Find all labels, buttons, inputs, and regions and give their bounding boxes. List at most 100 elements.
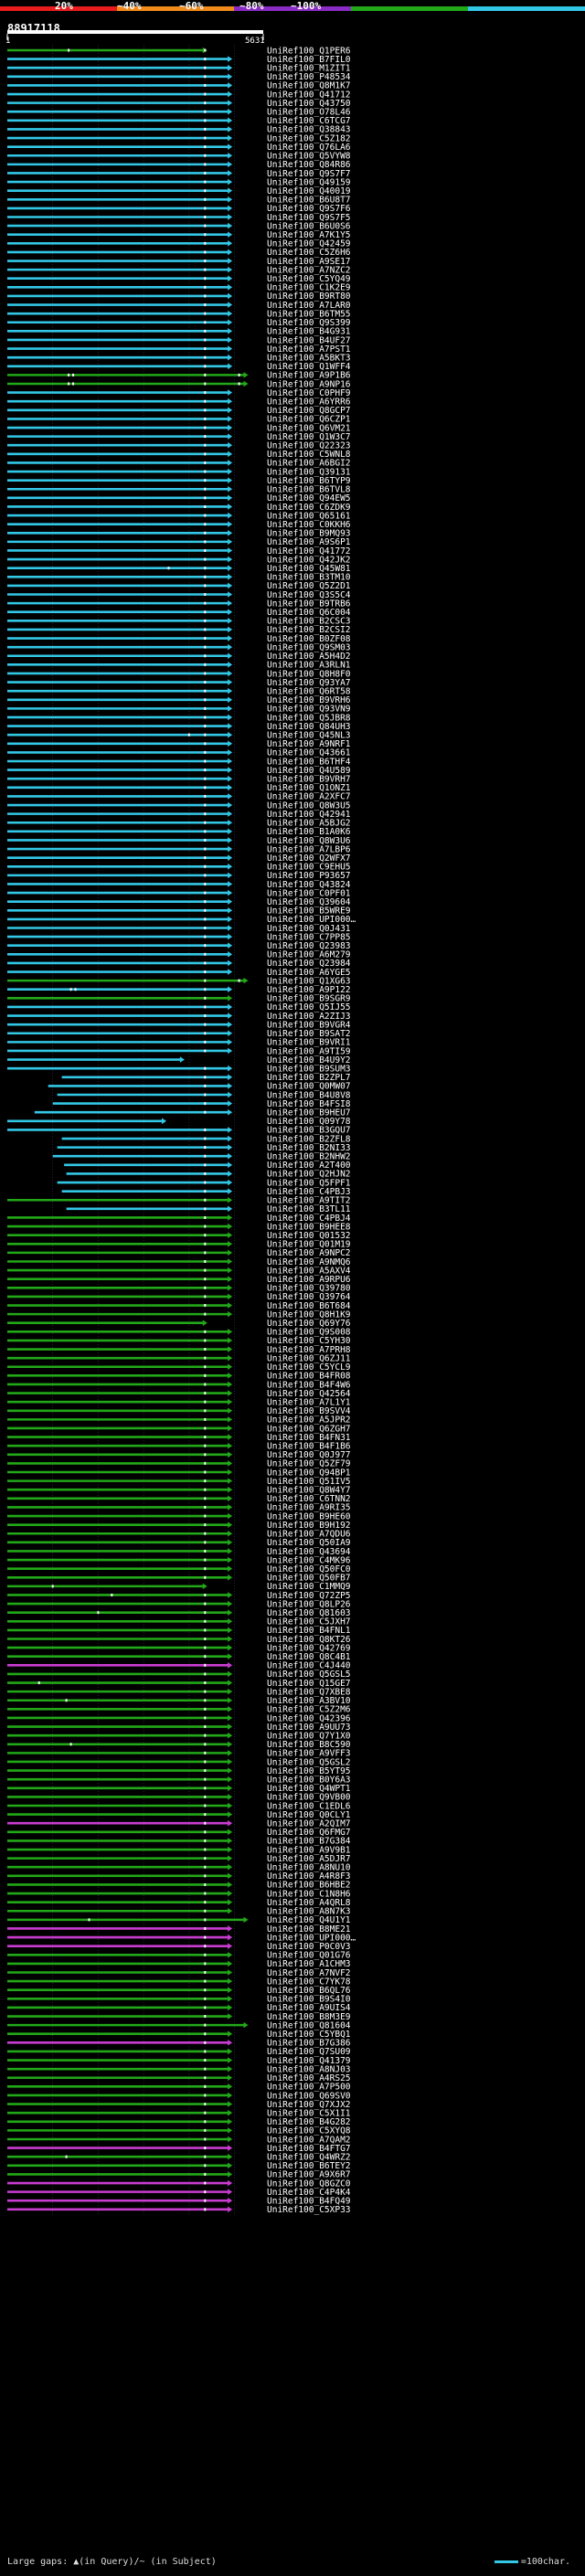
hit-label: UniRef100_A7PRH8: [267, 1345, 351, 1355]
hit-row: UniRef100_A3BV10: [7, 1696, 351, 1706]
hit-gap-marker: [204, 1076, 207, 1079]
hit-gap-marker: [204, 1356, 207, 1360]
hit-arrow: [228, 1882, 233, 1888]
hit-row: UniRef100_Q8W3U6: [7, 836, 351, 846]
hit-arrow: [228, 345, 233, 352]
hit-label: UniRef100_A7P500: [267, 2083, 351, 2093]
hit-gap-marker: [204, 1304, 207, 1308]
hit-arrow: [228, 1512, 233, 1520]
hit-label: UniRef100_C1K2E9: [267, 283, 351, 293]
hit-gap-marker: [204, 233, 207, 237]
hit-label: UniRef100_B9VGR4: [267, 1020, 351, 1030]
hit-label: UniRef100_A1CHM3: [267, 1959, 351, 1969]
hit-row: UniRef100_Q7Y1X0: [7, 1731, 351, 1741]
hit-arrow: [228, 1161, 233, 1169]
hit-row: UniRef100_Q42396: [7, 1713, 351, 1723]
hit-arrow: [228, 512, 233, 519]
hit-arrow: [228, 1329, 233, 1335]
hit-label: UniRef100_Q50FB7: [267, 1574, 351, 1584]
hit-row: UniRef100_C5YH30: [7, 1336, 351, 1346]
hit-arrow: [228, 2206, 233, 2213]
hit-label: UniRef100_A2ZIJ3: [267, 1012, 351, 1022]
hit-arrow: [228, 1996, 233, 2002]
hit-row: UniRef100_A6YGE5: [7, 968, 351, 978]
hit-gap-marker: [204, 171, 207, 175]
hit-row: UniRef100_A9NPC2: [7, 1248, 351, 1258]
hit-row: UniRef100_P0C0V3: [7, 1942, 351, 1952]
hit-gap-marker: [204, 487, 207, 491]
hit-gap-marker: [204, 681, 207, 684]
hit-label: UniRef100_Q94EW5: [267, 493, 351, 504]
hit-label: UniRef100_Q9SM03: [267, 642, 351, 652]
hit-gap-marker: [167, 567, 170, 570]
hit-arrow: [228, 1091, 233, 1098]
hit-label: UniRef100_Q8W4Y7: [267, 1486, 351, 1496]
hit-label: UniRef100_C4J440: [267, 1661, 351, 1671]
hit-gap-marker: [204, 2111, 207, 2115]
hit-label: UniRef100_B4FQ49: [267, 2197, 351, 2207]
scale-label-20: 20%: [55, 0, 73, 12]
hit-gap-marker: [204, 1146, 207, 1150]
hit-row: UniRef100_Q50IA9: [7, 1538, 351, 1548]
scale-legend: =100char.: [494, 2557, 570, 2567]
hit-arrow: [228, 134, 233, 142]
hit-arrow: [228, 758, 233, 765]
hit-row: UniRef100_B9MQ93: [7, 529, 351, 539]
hit-gap-marker: [204, 750, 207, 754]
hit-label: UniRef100_A3RLN1: [267, 661, 351, 671]
hit-arrow: [243, 1916, 249, 1924]
hit-gap-marker: [204, 75, 207, 79]
hit-label: UniRef100_Q5IJ55: [267, 1002, 351, 1012]
hit-row: UniRef100_C6ZDK9: [7, 503, 351, 513]
hit-gap-marker: [204, 1014, 207, 1018]
hit-arrow: [228, 898, 233, 905]
hit-gap-marker: [204, 408, 207, 412]
hit-label: UniRef100_Q7SU09: [267, 2047, 351, 2057]
hit-gap-marker: [204, 1392, 207, 1395]
hit-arrow: [228, 1065, 233, 1072]
hit-label: UniRef100_Q4U1Y1: [267, 1915, 351, 1925]
hit-label: UniRef100_Q22323: [267, 441, 351, 451]
hit-gap-marker: [238, 382, 240, 386]
hit-gap-marker: [204, 1470, 207, 1474]
hit-arrow: [228, 2101, 233, 2107]
hit-row: UniRef100_Q01G76: [7, 1951, 351, 1961]
hit-label: UniRef100_C6ZDK9: [267, 503, 351, 513]
hit-gap-marker: [204, 601, 207, 605]
hit-row: UniRef100_B2CSC3: [7, 617, 351, 627]
hit-gap-marker: [204, 1277, 207, 1281]
hit-gap-marker: [204, 127, 207, 131]
hit-label: UniRef100_A7NVF2: [267, 1968, 351, 1978]
hit-row: UniRef100_Q94BP1: [7, 1468, 351, 1478]
hit-arrow: [228, 100, 233, 106]
hit-label: UniRef100_B2CSC3: [267, 617, 351, 627]
hit-row: UniRef100_A9NP16: [7, 379, 351, 389]
hit-arrow: [228, 2145, 233, 2151]
hit-arrow: [228, 652, 233, 660]
hit-row: UniRef100_Q72ZP5: [7, 1591, 351, 1601]
hit-row: UniRef100_B3GQU7: [7, 1126, 351, 1136]
hit-gap-marker: [204, 1409, 207, 1413]
hit-gap-marker: [204, 1655, 207, 1659]
hit-label: UniRef100_A2QIM7: [267, 1819, 351, 1829]
hit-row: UniRef100_Q5ZF79: [7, 1459, 351, 1469]
hit-label: UniRef100_A5BJG2: [267, 819, 351, 829]
hit-label: UniRef100_Q72ZP5: [267, 1591, 351, 1601]
hit-row: UniRef100_A9NRF1: [7, 739, 351, 749]
hit-label: UniRef100_Q7Y1X0: [267, 1731, 351, 1741]
hit-gap-marker: [204, 1839, 207, 1842]
hit-label: UniRef100_Q45W81: [267, 564, 351, 574]
hit-gap-marker: [204, 1638, 207, 1641]
hit-arrow: [228, 889, 233, 896]
hit-label: UniRef100_B4FSI8: [267, 1099, 351, 1109]
hit-gap-marker: [204, 1066, 207, 1070]
hit-arrow: [228, 451, 233, 458]
hit-gap-marker: [204, 355, 207, 359]
hit-arrow: [228, 1829, 233, 1836]
hit-row: UniRef100_Q39131: [7, 467, 351, 477]
hit-gap-marker: [204, 1593, 207, 1596]
hit-row: UniRef100_Q9SM03: [7, 642, 351, 652]
hit-row: UniRef100_Q8GCP7: [7, 406, 351, 416]
hit-gap-marker: [204, 1234, 207, 1237]
hit-arrow: [228, 1442, 233, 1449]
